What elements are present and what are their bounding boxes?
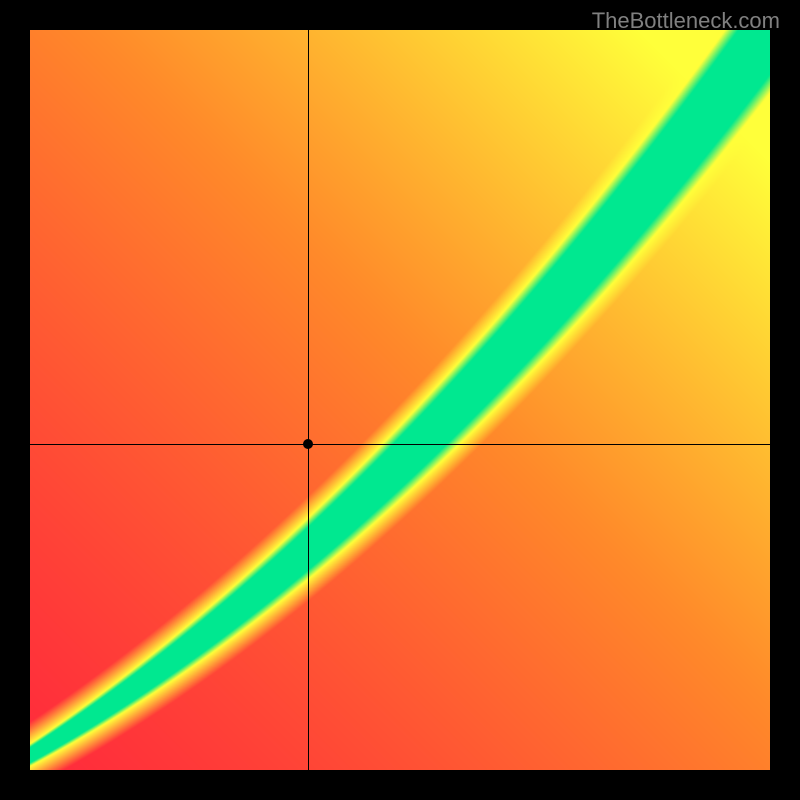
crosshair-marker xyxy=(303,439,313,449)
crosshair-vertical xyxy=(308,30,309,770)
watermark-text: TheBottleneck.com xyxy=(592,8,780,34)
heatmap-canvas xyxy=(30,30,770,770)
crosshair-horizontal xyxy=(30,444,770,445)
heatmap-chart xyxy=(30,30,770,770)
